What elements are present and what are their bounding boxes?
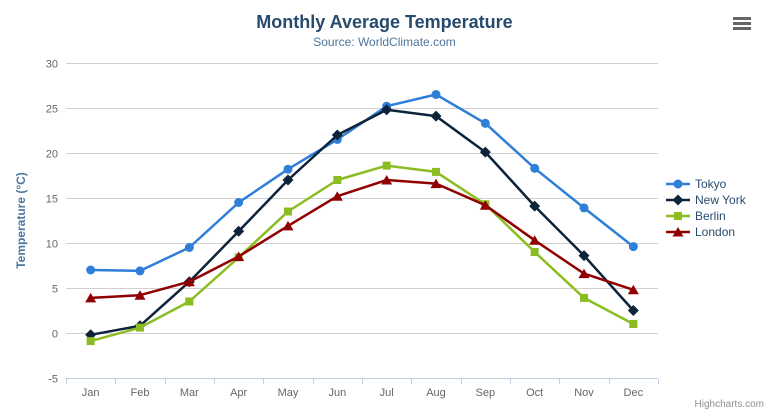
data-point-london[interactable]	[233, 251, 245, 262]
data-point-new-york[interactable]	[578, 250, 590, 262]
data-point-london[interactable]	[430, 178, 442, 189]
x-axis-tick-label: Apr	[230, 387, 247, 399]
data-point-berlin[interactable]	[86, 337, 95, 346]
legend-label: London	[695, 225, 736, 239]
data-point-new-york[interactable]	[233, 225, 245, 237]
y-axis-tick-label: 15	[46, 194, 58, 206]
y-axis-tick-label: 10	[46, 239, 58, 251]
legend-symbol	[672, 227, 684, 237]
legend-item-london[interactable]: London	[666, 224, 746, 240]
legend-symbol	[672, 194, 684, 206]
data-point-tokyo[interactable]	[234, 198, 244, 207]
x-axis-tick-label: May	[278, 387, 299, 399]
legend-label: New York	[695, 193, 746, 207]
data-point-london[interactable]	[85, 292, 97, 303]
data-point-london[interactable]	[282, 220, 294, 231]
x-axis-tick-label: Nov	[574, 387, 594, 399]
x-axis-tick-label: Jul	[380, 387, 394, 399]
data-point-berlin[interactable]	[580, 293, 588, 302]
x-axis-tick-label: Sep	[476, 387, 496, 399]
data-point-berlin[interactable]	[284, 207, 292, 216]
legend-marker-circle-icon	[666, 179, 690, 189]
series-line-london	[89, 178, 635, 300]
x-axis-tick-label: Jan	[82, 387, 100, 399]
x-axis-tick-label: Aug	[426, 387, 446, 399]
x-axis-tick-label: Dec	[624, 387, 644, 399]
y-axis-tick-label: 5	[52, 284, 58, 296]
data-point-new-york[interactable]	[479, 146, 491, 158]
data-point-london[interactable]	[479, 200, 491, 210]
data-point-berlin[interactable]	[382, 161, 391, 170]
legend-label: Berlin	[695, 209, 726, 223]
data-point-new-york[interactable]	[282, 174, 294, 186]
credits-link[interactable]: Highcharts.com	[694, 399, 764, 410]
y-axis-title: Temperature (°C)	[14, 172, 28, 269]
data-point-london[interactable]	[331, 191, 343, 201]
series-line-tokyo	[89, 93, 635, 273]
data-point-london[interactable]	[381, 175, 393, 185]
x-axis-tick-label: Jun	[328, 387, 346, 399]
data-point-new-york[interactable]	[529, 200, 541, 212]
data-point-new-york[interactable]	[430, 110, 442, 122]
hamburger-icon	[733, 22, 751, 25]
data-point-berlin[interactable]	[530, 248, 539, 256]
data-point-tokyo[interactable]	[431, 90, 441, 99]
data-point-tokyo[interactable]	[184, 243, 194, 252]
data-point-london[interactable]	[529, 235, 541, 245]
legend-marker-square-icon	[666, 212, 690, 220]
data-point-berlin[interactable]	[432, 167, 440, 176]
y-axis-tick-label: 25	[46, 104, 58, 116]
data-point-london[interactable]	[183, 276, 195, 287]
data-point-new-york[interactable]	[331, 129, 343, 141]
legend-marker-triangle-icon	[666, 227, 690, 237]
data-point-new-york[interactable]	[627, 305, 639, 316]
legend-item-new-york[interactable]: New York	[666, 192, 746, 208]
y-axis-tick-label: -5	[48, 374, 58, 386]
x-axis-tick-label: Mar	[180, 387, 199, 399]
context-menu-button[interactable]	[733, 17, 751, 30]
chart-subtitle: Source: WorldClimate.com	[313, 35, 456, 49]
data-point-london[interactable]	[627, 284, 639, 295]
chart-title: Monthly Average Temperature	[256, 12, 513, 32]
legend-label: Tokyo	[695, 177, 727, 191]
data-point-tokyo[interactable]	[480, 118, 490, 128]
y-axis-tick-label: 30	[46, 59, 58, 71]
x-axis-tick-label: Feb	[131, 387, 150, 399]
data-point-berlin[interactable]	[333, 176, 342, 184]
data-point-tokyo[interactable]	[628, 242, 638, 252]
x-axis-tick-label: Oct	[526, 387, 543, 399]
data-point-tokyo[interactable]	[283, 164, 293, 174]
data-point-tokyo[interactable]	[530, 163, 540, 173]
data-point-tokyo[interactable]	[135, 266, 145, 276]
series-line-new-york	[89, 108, 635, 337]
legend-marker-diamond-icon	[666, 194, 690, 206]
hamburger-icon	[733, 17, 751, 20]
data-point-tokyo[interactable]	[579, 203, 589, 213]
data-point-london[interactable]	[134, 290, 146, 300]
data-point-berlin[interactable]	[185, 297, 194, 306]
legend-item-tokyo[interactable]: Tokyo	[666, 176, 746, 192]
legend-item-berlin[interactable]: Berlin	[666, 208, 746, 224]
data-point-berlin[interactable]	[629, 320, 638, 328]
legend: Tokyo New York Berlin London	[666, 176, 746, 240]
data-point-berlin[interactable]	[136, 323, 144, 332]
y-axis-tick-label: 20	[46, 149, 58, 161]
y-axis-tick-label: 0	[52, 329, 58, 341]
series-line-berlin	[89, 164, 635, 343]
hamburger-icon	[733, 27, 751, 30]
legend-symbol	[674, 212, 682, 220]
data-point-new-york[interactable]	[381, 104, 393, 116]
data-point-tokyo[interactable]	[86, 265, 96, 275]
data-point-london[interactable]	[578, 268, 590, 279]
legend-symbol	[673, 179, 683, 189]
